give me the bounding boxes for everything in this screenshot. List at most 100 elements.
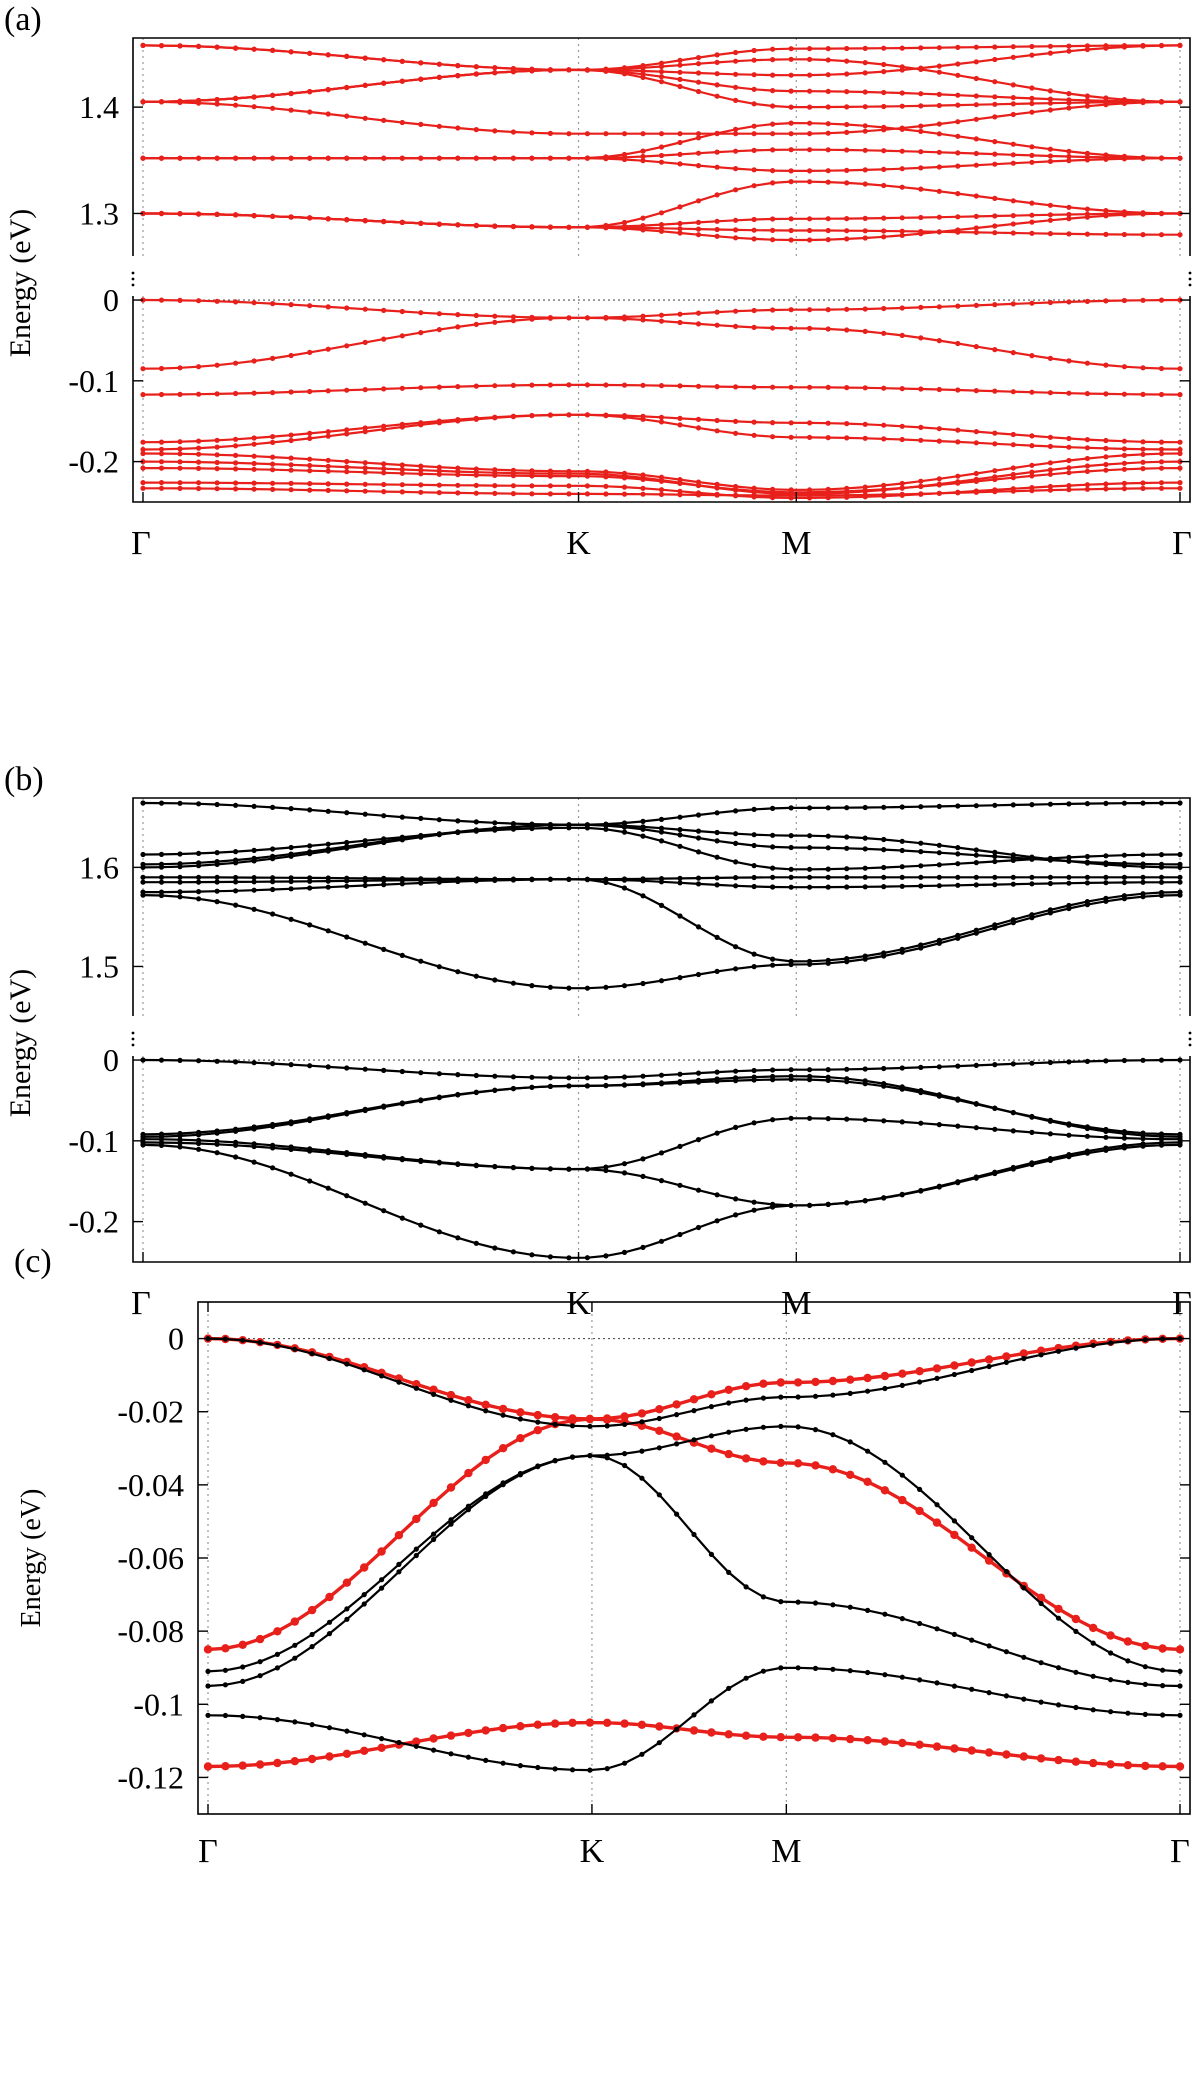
panel-c-band-point	[342, 1749, 352, 1759]
panel-c-band-point	[413, 1385, 419, 1391]
panel-a-upper-band-point	[362, 155, 368, 161]
panel-b-upper-band-point	[1010, 917, 1016, 923]
panel-a-upper-band-point	[307, 109, 313, 115]
panel-b-lower-band-point	[973, 1062, 979, 1068]
panel-a-upper-band-point	[788, 147, 794, 153]
panel-c-band-point	[344, 1606, 350, 1612]
panel-a-upper-ytick-label: 1.4	[79, 89, 119, 125]
panel-a-upper-band-point	[473, 127, 479, 133]
panel-a-upper-band-point	[955, 191, 961, 197]
panel-b-lower-band-point	[770, 1117, 776, 1123]
panel-b-lower-band-point	[955, 1123, 961, 1129]
panel-a-lower-band-point	[473, 490, 479, 496]
panel-a-lower-band-point	[1158, 459, 1165, 465]
panel-a-upper-band-point	[640, 153, 646, 160]
panel-b-lower-band-point	[399, 1101, 405, 1107]
panel-a-lower-band-point	[807, 325, 813, 331]
panel-b-upper-band-point	[1140, 874, 1146, 880]
panel-b-lower-ytick-label: 0	[103, 1042, 119, 1078]
panel-a-upper-band-point	[640, 158, 646, 164]
panel-b-lower-band-point	[436, 1071, 442, 1077]
panel-b-upper-band-point	[233, 879, 239, 885]
panel-a-upper-band-point	[770, 46, 776, 52]
panel-c-band-point	[986, 1363, 992, 1370]
panel-a-lower-band-point	[973, 440, 979, 446]
panel-c-band-point	[464, 1728, 473, 1738]
panel-a-lower-band-point	[936, 482, 942, 488]
panel-a-upper-band-point	[177, 211, 183, 217]
panel-b-lower-band-point	[344, 1193, 350, 1199]
panel-c-band-point	[795, 1424, 801, 1430]
panel-b-upper-band-point	[955, 882, 961, 888]
panel-b-upper-band-point	[566, 876, 572, 882]
panel-a-lower-band-point	[1158, 480, 1165, 486]
panel-a-lower-band-point	[510, 491, 516, 497]
panel-b-upper-band-point	[1010, 857, 1016, 864]
panel-c-band-point	[778, 1599, 784, 1605]
panel-c-band-point	[759, 1379, 768, 1388]
panel-a-upper-band-point	[751, 236, 757, 242]
panel-c-band-point	[1108, 1650, 1114, 1656]
panel-a-upper-band-point	[381, 117, 387, 123]
panel-b-upper-band-point	[362, 882, 368, 889]
panel-b-upper-band-point	[955, 851, 961, 857]
panel-c-band-point	[846, 1734, 855, 1744]
panel-a-upper-band-point	[918, 91, 924, 97]
panel-a-upper-band-point	[899, 125, 905, 131]
panel-b-lower-ytick-label: -0.1	[68, 1123, 119, 1159]
panel-b-lower-band-point	[788, 1202, 794, 1209]
panel-b-upper-band-point	[658, 829, 665, 835]
panel-a-upper-band-point	[751, 72, 757, 78]
panel-a-lower-band-point	[251, 486, 257, 492]
panel-a-upper-band-point	[695, 150, 702, 156]
panel-a-lower-band-point	[1177, 446, 1183, 453]
panel-a-upper-band-point	[1084, 46, 1090, 53]
panel-a-lower-band-point	[233, 299, 239, 305]
panel-a-lower-band-point	[251, 390, 257, 396]
panel-c-band-point	[1160, 1336, 1166, 1342]
panel-c-band-point	[498, 1723, 508, 1733]
panel-c-band-point	[396, 1379, 402, 1385]
panel-a-upper-band-point	[677, 139, 683, 146]
panel-a-upper-band-point	[695, 88, 702, 95]
panel-a-lower-band-point	[881, 305, 887, 312]
panel-b-upper-band-point	[140, 879, 146, 885]
panel-b-upper-band-point	[1084, 899, 1090, 905]
panel-c-band-point	[326, 1355, 333, 1362]
panel-a-upper-band-point	[862, 228, 868, 234]
panel-b-lower-band-point	[1121, 1145, 1127, 1151]
panel-a-lower-band-point	[436, 482, 442, 488]
panel-a-lower-band-point	[973, 478, 979, 484]
panel-a-lower-band-point	[418, 471, 424, 477]
panel-a-lower-band-point	[1066, 465, 1072, 471]
panel-c: 0-0.02-0.04-0.06-0.08-0.1-0.12Γ K M ΓEnergy…	[14, 1243, 1191, 1870]
panel-a-lower-band-point	[251, 441, 257, 447]
panel-c-band-point	[326, 1631, 333, 1637]
panel-b-upper-band-point	[1029, 912, 1035, 918]
panel-a-lower-band-point	[955, 473, 961, 479]
panel-b-upper-series-6	[140, 825, 1183, 872]
panel-a-lower-band-point	[640, 313, 646, 319]
panel-b-upper-band-point	[751, 842, 757, 849]
panel-a-lower-band-point	[677, 415, 683, 421]
panel-a-upper-band-point	[270, 213, 276, 219]
panel-a-lower-band-point	[992, 468, 998, 474]
panel-b-upper-band-point	[695, 881, 702, 887]
panel-b-upper-band-point	[955, 932, 961, 939]
panel-b-upper-band-point	[973, 847, 979, 853]
panel-b-upper-band-point	[177, 889, 183, 895]
panel-c-band-point	[290, 1757, 299, 1766]
panel-b-upper-band-point	[658, 978, 665, 984]
panel-a-lower-band-point	[770, 325, 776, 331]
panel-b-upper-band-point	[714, 968, 720, 975]
panel-a-lower-band-point	[899, 436, 905, 443]
panel-a-lower-band-point	[1158, 446, 1165, 452]
panel-a-lower-band-point	[992, 476, 998, 483]
panel-a-lower-band-point	[325, 388, 331, 394]
panel-b-upper-band-point	[640, 818, 646, 825]
panel-c-band-point	[724, 1385, 733, 1395]
panel-b-lower-band-point	[695, 1187, 702, 1193]
panel-a-lower-band-point	[196, 438, 202, 444]
panel-a-lower-band-point	[158, 480, 165, 486]
panel-c-band-point	[221, 1644, 230, 1653]
